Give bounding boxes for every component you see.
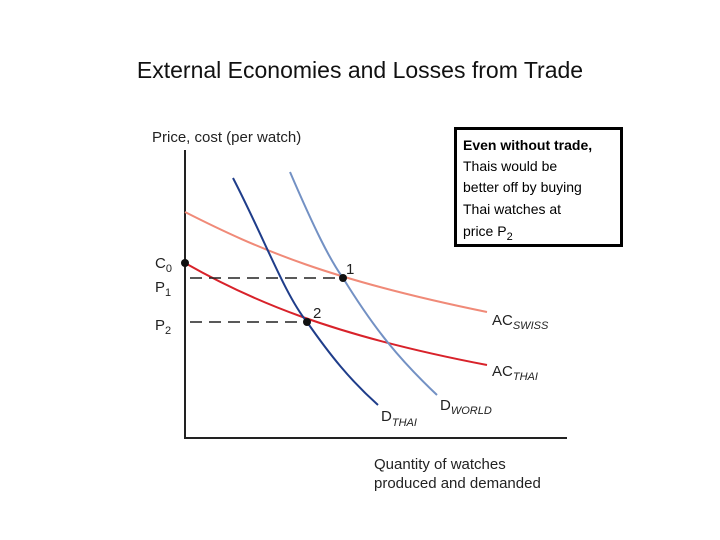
curve-label: DWORLD <box>440 397 492 417</box>
label-sub: SWISS <box>513 320 549 332</box>
label-main: price P <box>463 223 507 239</box>
label-sub: 0 <box>166 263 172 275</box>
x-axis-label: Quantity of watches <box>374 456 506 473</box>
callout-line: price P2 <box>463 223 513 243</box>
x-axis-label: produced and demanded <box>374 475 541 492</box>
point <box>181 259 189 267</box>
price-label: P2 <box>155 317 171 337</box>
point <box>303 318 311 326</box>
label-sub: THAI <box>392 417 417 429</box>
label-sub: 1 <box>165 287 171 299</box>
curve-label: ACSWISS <box>492 312 549 332</box>
label-main: P <box>155 279 165 296</box>
curve-label: DTHAI <box>381 408 417 429</box>
ac-swiss-curve <box>184 211 488 313</box>
label-sub: 2 <box>507 231 513 243</box>
callout-line: better off by buying <box>463 179 582 195</box>
price-label: P1 <box>155 279 171 299</box>
point-label: 1 <box>346 261 354 278</box>
label-main: AC <box>492 312 513 329</box>
point <box>339 274 347 282</box>
label-main: AC <box>492 363 513 380</box>
label-main: C <box>155 255 166 272</box>
callout-box <box>454 127 623 247</box>
title: External Economies and Losses from Trade <box>137 57 583 83</box>
point-label: 2 <box>313 305 321 322</box>
price-label: C0 <box>155 255 172 275</box>
y-axis-label: Price, cost (per watch) <box>152 129 301 146</box>
d-thai-curve <box>232 177 379 406</box>
label-main: P <box>155 317 165 334</box>
label-main: D <box>440 397 451 414</box>
callout-line: Even without trade, <box>463 137 592 153</box>
callout-line: Thais would be <box>463 158 557 174</box>
label-sub: THAI <box>513 371 538 383</box>
label-main: D <box>381 408 392 425</box>
callout-line: Thai watches at <box>463 201 561 217</box>
label-sub: WORLD <box>451 405 492 417</box>
label-sub: 2 <box>165 325 171 337</box>
curve-label: ACTHAI <box>492 363 538 383</box>
